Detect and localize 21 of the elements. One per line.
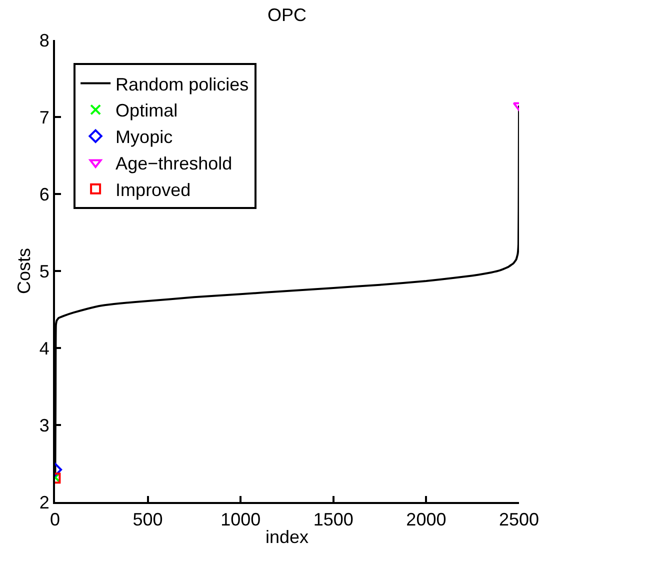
x-tick-label: 2000 <box>406 510 446 530</box>
y-axis-title: Costs <box>14 248 34 294</box>
y-tick-label: 8 <box>39 30 50 50</box>
x-tick-label: 0 <box>50 510 60 530</box>
y-tick-label: 4 <box>39 338 50 358</box>
legend-label: Age−threshold <box>116 154 232 174</box>
x-axis-title: index <box>265 527 309 548</box>
legend-label: Optimal <box>116 100 178 121</box>
legend-label: Improved <box>116 180 191 200</box>
y-tick-label: 5 <box>39 261 50 282</box>
legend-label: Myopic <box>116 127 173 148</box>
y-tick-label: 2 <box>39 492 50 512</box>
x-tick-label: 500 <box>132 510 163 530</box>
legend-label: Random policies <box>116 74 249 94</box>
y-tick-label: 6 <box>39 184 50 204</box>
x-tick-label: 1000 <box>220 510 261 530</box>
y-tick-label: 3 <box>39 415 50 436</box>
x-tick-label: 2500 <box>498 510 540 530</box>
x-tick-label: 1500 <box>313 510 354 530</box>
chart-title: OPC <box>267 5 307 26</box>
y-tick-label: 7 <box>39 107 50 128</box>
